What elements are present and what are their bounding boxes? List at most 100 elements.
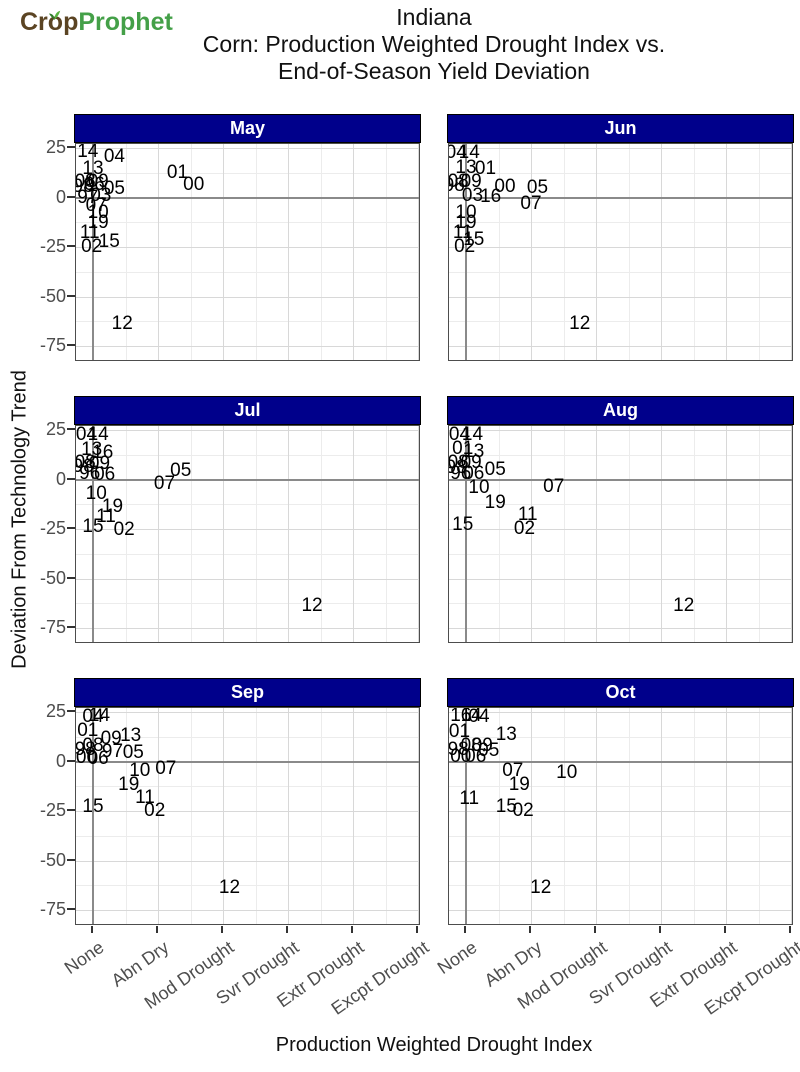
gridline-major-vertical	[223, 144, 224, 360]
gridline-minor-horizontal	[449, 222, 792, 224]
gridline-minor-horizontal	[449, 172, 792, 174]
facet-strip-label: Jul	[234, 400, 261, 420]
year-label: 07	[520, 193, 542, 215]
reference-line-y-zero	[449, 478, 792, 481]
gridline-minor-horizontal	[76, 786, 419, 788]
reference-line-x-none	[92, 426, 94, 642]
gridline-minor-horizontal	[76, 271, 419, 273]
year-label: 02	[513, 518, 536, 540]
year-label: 06	[94, 463, 116, 485]
y-tick-mark	[67, 858, 75, 861]
gridline-minor-vertical	[758, 144, 760, 360]
facet-strip-may: May	[74, 114, 421, 143]
year-label: 12	[530, 877, 552, 899]
year-label: 03	[461, 184, 484, 206]
year-label: 02	[113, 519, 135, 541]
gridline-major-horizontal	[76, 247, 419, 249]
year-label: 08	[75, 170, 96, 192]
year-label: 12	[569, 313, 591, 335]
year-label: 09	[460, 451, 482, 473]
gridline-major-vertical	[726, 426, 727, 642]
year-label: 12	[673, 595, 695, 617]
gridline-minor-horizontal	[449, 885, 792, 887]
year-label: 11	[79, 222, 100, 244]
gridline-major-vertical	[791, 708, 792, 924]
year-label: 06	[83, 173, 105, 195]
y-tick-mark	[67, 427, 75, 430]
year-label: 98	[76, 175, 94, 197]
year-label: 19	[484, 492, 506, 514]
year-label: 08	[448, 170, 469, 192]
facet-strip-oct: Oct	[447, 678, 794, 707]
year-label: 13	[81, 438, 103, 460]
year-label: 16	[480, 185, 502, 207]
year-label: 08	[460, 734, 482, 756]
gridline-major-vertical	[596, 708, 597, 924]
y-tick-label: -75	[39, 899, 66, 920]
y-tick-mark	[67, 245, 75, 248]
year-label: 11	[517, 504, 538, 526]
year-label: 04	[103, 145, 126, 167]
year-label: 03	[90, 184, 112, 206]
facet-panel-sep: 04 14 01 09 13 08 98 97 05 00 06 10 07 19 11 15 02 12	[75, 707, 420, 925]
gridline-minor-horizontal	[76, 885, 419, 887]
year-label: 14	[460, 707, 482, 726]
y-tick-label: 0	[55, 468, 66, 489]
gridline-minor-horizontal	[76, 172, 419, 174]
year-label: 04	[82, 707, 104, 727]
gridline-major-vertical	[223, 426, 224, 642]
gridline-minor-horizontal	[76, 321, 419, 323]
reference-line-y-zero	[76, 760, 419, 763]
gridline-major-horizontal	[449, 860, 792, 862]
gridline-minor-vertical	[125, 426, 127, 642]
year-label: 07	[543, 476, 565, 498]
facet-strip-jul: Jul	[74, 396, 421, 425]
year-label: 98	[448, 738, 469, 760]
year-label: 00	[494, 175, 516, 197]
facet-strip-jun: Jun	[447, 114, 794, 143]
x-tick-mark	[91, 926, 93, 933]
year-label: 13	[495, 723, 517, 745]
year-label: 07	[85, 195, 107, 217]
x-tick-mark	[464, 926, 466, 933]
year-label: 09	[100, 727, 122, 749]
gridline-minor-vertical	[320, 144, 322, 360]
year-label: 19	[87, 212, 109, 234]
x-tick-mark	[156, 926, 158, 933]
year-label: 02	[81, 236, 103, 258]
gridline-minor-vertical	[125, 144, 127, 360]
year-label: 00	[450, 745, 472, 767]
gridline-major-vertical	[791, 426, 792, 642]
year-label: 04	[448, 425, 471, 445]
gridline-minor-vertical	[320, 708, 322, 924]
year-label: 09	[88, 452, 111, 474]
gridline-major-vertical	[661, 708, 662, 924]
x-tick-mark	[351, 926, 353, 933]
year-label: 05	[170, 459, 192, 481]
year-label: 98	[76, 455, 94, 477]
gridline-minor-vertical	[693, 708, 695, 924]
y-tick-label: -25	[39, 236, 66, 257]
y-tick-mark	[67, 626, 75, 629]
gridline-minor-vertical	[385, 426, 387, 642]
facet-strip-label: Aug	[603, 400, 638, 420]
gridline-minor-vertical	[190, 426, 192, 642]
y-tick-label: 0	[55, 750, 66, 771]
gridline-major-horizontal	[449, 578, 792, 580]
gridline-minor-vertical	[628, 708, 630, 924]
gridline-major-horizontal	[449, 346, 792, 348]
year-label: 01	[474, 157, 497, 179]
year-label: 07	[502, 760, 524, 782]
year-label: 09	[460, 170, 482, 192]
year-label: 12	[301, 595, 323, 617]
year-label: 05	[484, 458, 506, 480]
year-label: 11	[96, 506, 116, 528]
gridline-minor-vertical	[498, 426, 500, 642]
year-label: 96	[450, 462, 472, 484]
gridline-major-horizontal	[449, 711, 792, 713]
y-tick-label: -50	[39, 285, 66, 306]
x-tick-mark	[416, 926, 418, 933]
y-tick-mark	[67, 809, 75, 812]
reference-line-x-none	[92, 708, 94, 924]
gridline-major-vertical	[288, 426, 289, 642]
